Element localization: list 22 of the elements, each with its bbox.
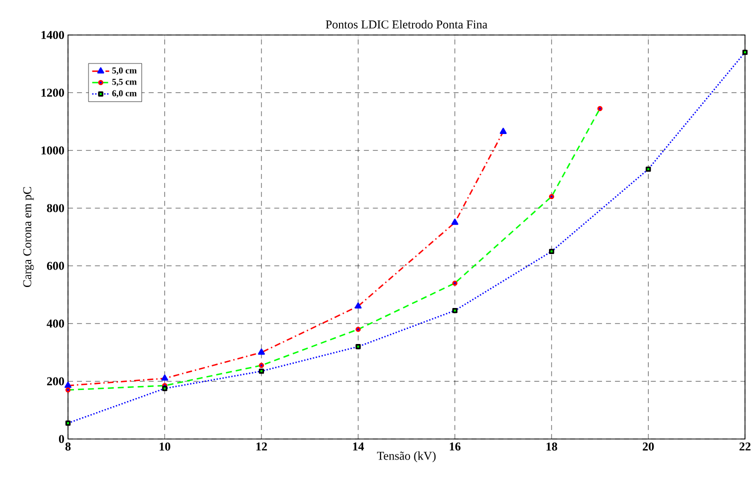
x-tick-label: 18 xyxy=(546,442,558,451)
y-axis-title: Carga Corona em pC xyxy=(23,187,34,288)
y-tick-label: 800 xyxy=(46,204,64,212)
x-tick-label: 10 xyxy=(160,442,170,451)
y-tick-label: 0 xyxy=(58,434,64,444)
y-tick-label: 600 xyxy=(46,262,64,270)
chart-title: Pontos LDIC Eletrodo Ponta Fina xyxy=(326,20,488,28)
y-tick-label: 1400 xyxy=(42,30,64,40)
x-tick-label: 14 xyxy=(353,442,364,450)
y-tick-label: 200 xyxy=(47,377,64,386)
x-tick-label: 16 xyxy=(450,442,460,451)
y-tick-label: 1200 xyxy=(42,88,64,97)
legend-label: 5,5 cm xyxy=(112,78,137,86)
y-tick-label: 1000 xyxy=(42,146,64,154)
x-tick-label: 20 xyxy=(642,442,654,451)
x-tick-label: 8 xyxy=(65,442,71,451)
legend-label: 5,0 cm xyxy=(112,67,137,75)
y-tick-label: 400 xyxy=(46,320,64,328)
legend-label: 6,0 cm xyxy=(112,90,137,98)
x-tick-label: 12 xyxy=(256,442,267,450)
x-tick-label: 22 xyxy=(740,442,750,450)
x-axis-title: Tensão (kV) xyxy=(377,451,436,462)
